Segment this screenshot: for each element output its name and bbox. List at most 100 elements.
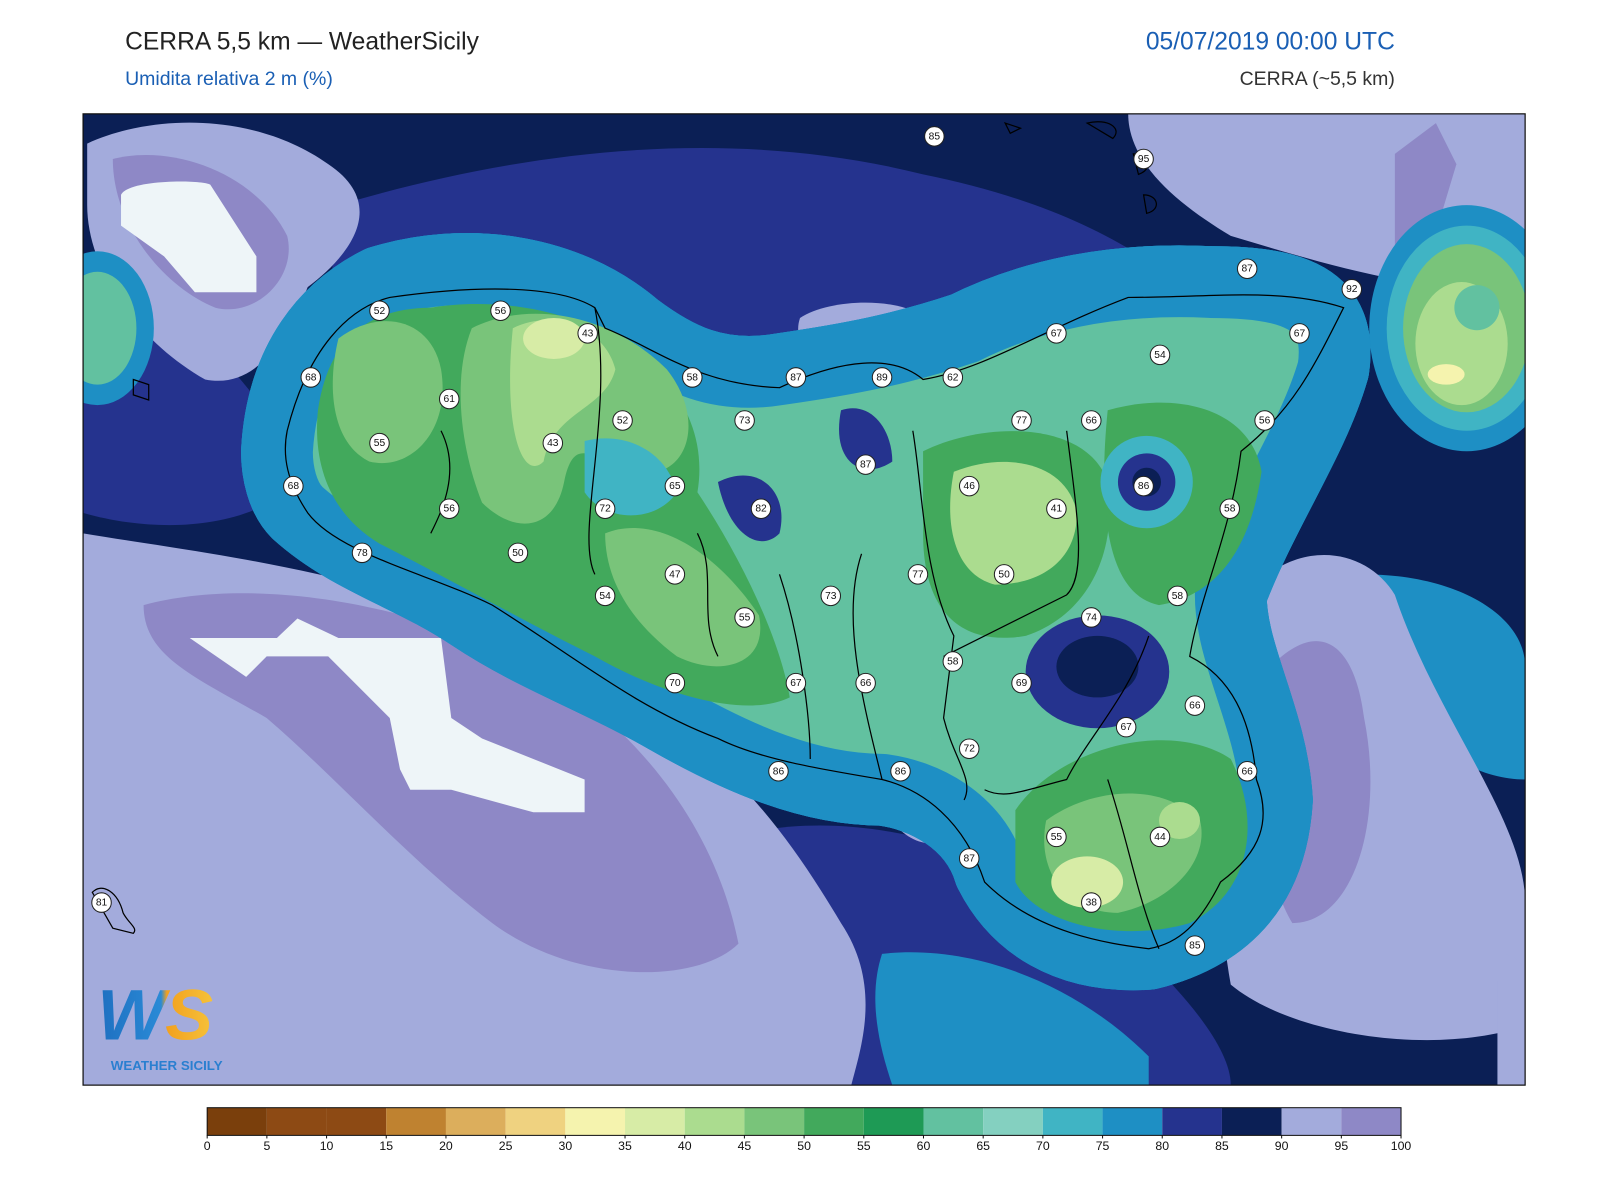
station-value: 47 (669, 569, 681, 580)
station-value: 56 (495, 306, 507, 317)
station-marker (594, 498, 616, 519)
colorbar-tick-label: 80 (1155, 1139, 1169, 1153)
station-marker (369, 432, 390, 454)
station-marker (768, 761, 789, 782)
station-value: 56 (1259, 416, 1271, 427)
station-marker (91, 892, 112, 913)
colorbar-tick-label: 50 (797, 1139, 811, 1153)
logo-mark: WS (97, 975, 213, 1055)
station-value: 66 (1189, 701, 1201, 712)
colorbar-segment (1102, 1107, 1163, 1136)
station-value: 73 (825, 591, 837, 602)
title: CERRA 5,5 km — WeatherSicily (125, 29, 479, 56)
station-value: 87 (860, 460, 872, 471)
station-marker (958, 738, 980, 759)
station-value: 58 (687, 372, 699, 383)
station-marker (664, 672, 686, 694)
station-marker (958, 475, 980, 497)
station-marker (577, 323, 598, 344)
station-value: 62 (947, 372, 959, 383)
colorbar-tick-label: 25 (499, 1139, 513, 1153)
station-value: 65 (669, 481, 681, 492)
station-marker (993, 564, 1015, 585)
station-marker (785, 367, 807, 388)
station-value: 67 (1051, 328, 1063, 339)
station-marker (890, 761, 911, 782)
station-marker (1219, 498, 1240, 519)
station-marker (542, 432, 564, 454)
station-value: 41 (1051, 504, 1063, 515)
station-value: 44 (1154, 832, 1166, 843)
station-marker (942, 367, 964, 388)
colorbar-segment (565, 1107, 626, 1136)
station-value: 55 (739, 612, 751, 623)
station-value: 73 (739, 416, 751, 427)
station-value: 66 (1086, 416, 1098, 427)
colorbar-tick-label: 75 (1096, 1139, 1110, 1153)
station-value: 52 (617, 416, 629, 427)
colorbar-tick-label: 95 (1334, 1139, 1348, 1153)
station-value: 58 (947, 657, 959, 668)
station-value: 50 (998, 569, 1010, 580)
station-marker (924, 126, 945, 147)
colorbar-tick-label: 90 (1275, 1139, 1289, 1153)
colorbar-segment (266, 1107, 327, 1136)
station-marker (1341, 278, 1363, 300)
colorbar-segment (983, 1107, 1043, 1136)
colorbar-segment (1281, 1107, 1342, 1136)
station-marker (734, 410, 755, 431)
station-marker (664, 564, 686, 585)
station-value: 95 (1138, 154, 1150, 165)
station-marker (1046, 826, 1067, 848)
colorbar-segment (207, 1107, 267, 1136)
station-value: 66 (860, 678, 872, 689)
station-marker (351, 542, 373, 564)
station-value: 68 (305, 372, 317, 383)
station-value: 72 (599, 504, 611, 515)
station-marker (507, 542, 529, 564)
station-marker (855, 672, 876, 694)
colorbar-tick-label: 35 (618, 1139, 632, 1153)
station-value: 70 (669, 678, 681, 689)
colorbar-segment (684, 1107, 745, 1136)
station-marker (820, 585, 842, 607)
colorbar-segment (744, 1107, 805, 1136)
station-value: 81 (96, 898, 108, 909)
station-marker (1236, 258, 1258, 279)
station-value: 69 (1016, 678, 1028, 689)
station-marker (1149, 344, 1171, 366)
station-marker (1133, 475, 1154, 497)
station-marker (682, 367, 703, 388)
colorbar-segment (386, 1107, 446, 1136)
station-marker (1254, 410, 1275, 431)
station-marker (438, 498, 460, 519)
colorbar-tick-label: 20 (439, 1139, 453, 1153)
station-value: 43 (547, 438, 559, 449)
colorbar-tick-label: 30 (558, 1139, 572, 1153)
station-value: 56 (444, 504, 456, 515)
colorbar-tick-label: 15 (379, 1139, 393, 1153)
station-marker (958, 848, 980, 869)
station-value: 78 (356, 548, 368, 559)
station-value: 87 (964, 853, 976, 864)
station-marker (1011, 672, 1032, 694)
station-marker (1046, 498, 1067, 519)
station-value: 67 (1120, 722, 1132, 733)
station-value: 38 (1086, 898, 1098, 909)
colorbar-segment (445, 1107, 506, 1136)
colorbar-tick-label: 70 (1036, 1139, 1050, 1153)
colorbar-tick-label: 5 (263, 1139, 270, 1153)
station-marker (750, 498, 772, 519)
station-value: 77 (1016, 416, 1028, 427)
colorbar-segment (1042, 1107, 1103, 1136)
station-marker (300, 367, 322, 388)
station-marker (1046, 323, 1067, 344)
station-value: 87 (1241, 264, 1253, 275)
station-marker (594, 585, 616, 607)
model-label: CERRA (~5,5 km) (1240, 68, 1395, 90)
station-marker (1115, 716, 1137, 738)
station-marker (1236, 761, 1258, 782)
station-value: 52 (374, 306, 386, 317)
colorbar-segment (625, 1107, 685, 1136)
